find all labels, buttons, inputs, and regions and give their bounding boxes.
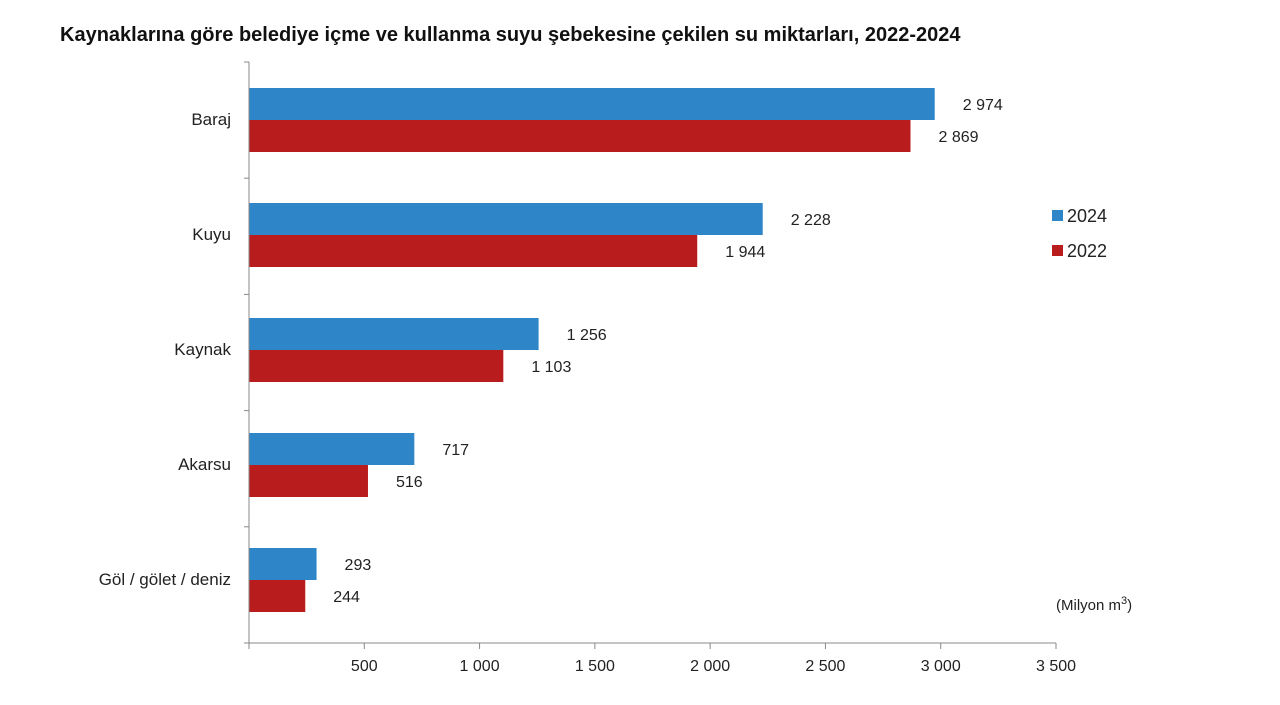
category-label: Göl / gölet / deniz — [99, 570, 231, 589]
category-label: Baraj — [191, 110, 231, 129]
data-label: 2 228 — [791, 212, 831, 229]
bar-2022-2 — [249, 350, 504, 382]
legend-swatch-2024 — [1052, 210, 1063, 221]
bars-group: 2 974 2 869 2 228 1 944 1 256 1 103 717 516 293 2… — [249, 88, 1003, 612]
bar-2022-3 — [249, 465, 368, 497]
x-tick-label: 2 000 — [690, 658, 730, 675]
legend-swatch-2022 — [1052, 245, 1063, 256]
data-label: 1 103 — [531, 359, 571, 376]
chart-title: Kaynaklarına göre belediye içme ve kulla… — [60, 24, 961, 46]
category-label: Kaynak — [174, 340, 231, 359]
legend: 2024 2022 — [1052, 206, 1107, 261]
bar-2024-3 — [249, 433, 415, 465]
bar-2022-0 — [249, 120, 911, 152]
x-tick-label: 1 000 — [460, 658, 500, 675]
legend-label-2022: 2022 — [1067, 241, 1107, 261]
category-label: Kuyu — [192, 225, 231, 244]
bar-2024-2 — [249, 318, 539, 350]
data-label: 1 944 — [725, 244, 765, 261]
bar-2022-4 — [249, 580, 306, 612]
unit-label: (Milyon m3) — [1056, 595, 1132, 614]
data-label: 293 — [345, 557, 372, 574]
data-label: 516 — [396, 474, 423, 491]
data-label: 717 — [442, 442, 469, 459]
x-tick-label: 500 — [351, 658, 378, 675]
legend-label-2024: 2024 — [1067, 206, 1107, 226]
data-label: 2 869 — [939, 129, 979, 146]
x-tick-label: 3 000 — [921, 658, 961, 675]
data-label: 244 — [333, 589, 360, 606]
bar-2024-4 — [249, 548, 317, 580]
x-tick-label: 3 500 — [1036, 658, 1076, 675]
x-tick-label: 1 500 — [575, 658, 615, 675]
axes-group: Baraj Kuyu Kaynak Akarsu Göl / gölet / deniz… — [99, 61, 1076, 675]
data-label: 2 974 — [963, 97, 1003, 114]
bar-2024-0 — [249, 88, 935, 120]
x-tick-label: 2 500 — [805, 658, 845, 675]
category-label: Akarsu — [178, 455, 231, 474]
bar-2022-1 — [249, 235, 698, 267]
data-label: 1 256 — [567, 327, 607, 344]
bar-2024-1 — [249, 203, 763, 235]
